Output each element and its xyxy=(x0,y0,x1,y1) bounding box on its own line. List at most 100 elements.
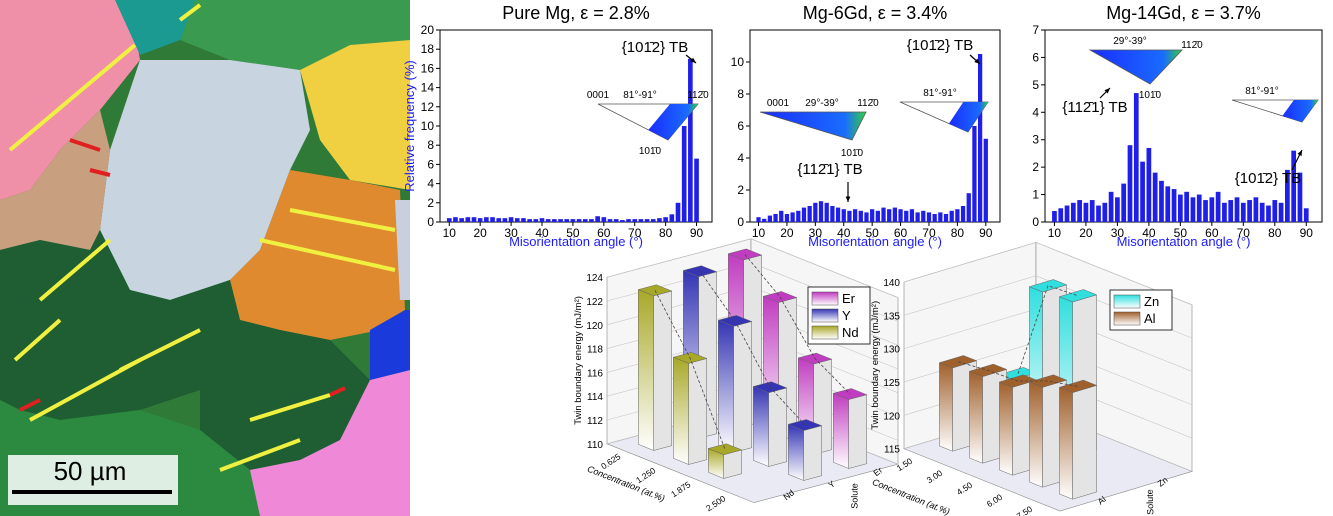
annotation: {101̄2} TB xyxy=(907,37,973,54)
inset-label: 29°-39° xyxy=(1113,36,1147,47)
inset-label: 101̄0 xyxy=(1139,90,1162,101)
bar xyxy=(847,210,852,222)
legend-label: Nd xyxy=(842,325,859,340)
y-tick-label: 116 xyxy=(587,368,603,379)
x-axis-label: Misorientation angle (°) xyxy=(808,234,942,249)
y-tick-label: 118 xyxy=(587,345,603,356)
y-tick-label: 2 xyxy=(427,196,434,210)
grid-line xyxy=(903,242,1193,306)
y-tick-label: 16 xyxy=(421,61,435,75)
bar xyxy=(966,193,971,222)
trend-line xyxy=(744,254,851,395)
bar xyxy=(1102,202,1108,222)
bar xyxy=(644,219,650,222)
inset-label: 0001 xyxy=(767,98,790,109)
x-tick-label: 20 xyxy=(1079,226,1093,240)
bar xyxy=(898,209,903,222)
y-tick-label: 0 xyxy=(737,215,744,229)
x-axis-label: Misorientation angle (°) xyxy=(1117,234,1251,249)
y-tick-label: 2 xyxy=(1032,160,1039,174)
bar xyxy=(717,315,753,453)
x-tick-label: 50 xyxy=(1174,226,1188,240)
bar-side xyxy=(803,425,822,481)
inset-label: 81°-91° xyxy=(623,90,657,101)
bar xyxy=(657,218,662,222)
y-tick-label: 6 xyxy=(737,119,744,133)
bar xyxy=(767,215,773,222)
arrow-head xyxy=(845,196,851,202)
bar xyxy=(595,216,600,222)
y-tick-label: 5 xyxy=(1032,78,1039,92)
legend-swatch xyxy=(811,291,839,306)
inset-label: 112̄0 xyxy=(1181,40,1203,51)
legend-label: Y xyxy=(842,308,851,323)
y-tick-label: 124 xyxy=(586,273,603,284)
bar xyxy=(875,210,880,222)
y-tick-label: 114 xyxy=(587,392,603,403)
bar-top xyxy=(1058,289,1098,303)
bar xyxy=(1272,200,1278,222)
bar xyxy=(1115,197,1120,222)
bar xyxy=(1165,186,1171,222)
bar xyxy=(790,212,795,222)
bar xyxy=(637,284,673,451)
trend-line xyxy=(1017,285,1079,374)
bar xyxy=(1303,208,1309,222)
x-tick-label: 50 xyxy=(566,226,580,240)
inset-fill xyxy=(948,102,988,132)
bar xyxy=(1152,172,1158,222)
bar xyxy=(1203,200,1208,222)
bar xyxy=(453,217,458,222)
x-tick-label: 10 xyxy=(443,226,457,240)
x-tick-label: 30 xyxy=(809,226,823,240)
bar xyxy=(915,212,920,222)
bar xyxy=(688,58,693,222)
x-tick-label: 6.00 xyxy=(985,492,1005,510)
bar xyxy=(1228,200,1234,222)
bar xyxy=(960,206,966,222)
bar xyxy=(694,158,699,222)
bar xyxy=(1077,200,1082,222)
y-axis-label: Relative frequency (%) xyxy=(402,60,417,192)
bar xyxy=(773,214,778,222)
y-axis-label: Twin boundary energy (mJ/m²) xyxy=(573,296,584,425)
y-tick-label: 12 xyxy=(421,100,435,114)
bar xyxy=(852,209,858,222)
bar-front xyxy=(1029,381,1043,488)
y-tick-label: 0 xyxy=(1032,215,1039,229)
bar xyxy=(1108,191,1114,222)
bar xyxy=(1184,191,1190,222)
bar xyxy=(1070,202,1076,222)
bar-top xyxy=(1058,379,1098,393)
bar xyxy=(601,217,607,222)
bar xyxy=(496,218,502,222)
bar xyxy=(784,214,790,222)
bar xyxy=(858,210,863,222)
bar xyxy=(1196,194,1202,222)
bar xyxy=(796,210,801,222)
bar xyxy=(813,202,818,222)
bar xyxy=(527,219,532,222)
bar xyxy=(564,219,570,222)
bar xyxy=(521,218,526,222)
annotation: {112̄1} TB xyxy=(1062,99,1127,116)
bar xyxy=(1177,194,1183,222)
y-tick-label: 10 xyxy=(731,55,745,69)
x-tick-label: 7.50 xyxy=(1015,504,1035,516)
inset-sector xyxy=(1088,49,1183,85)
bar xyxy=(1222,202,1227,222)
bar xyxy=(752,381,788,467)
y-tick-label: 1 xyxy=(1032,188,1039,202)
bar xyxy=(1127,145,1133,222)
y-tick-label: 125 xyxy=(883,378,900,389)
y-tick-label: 20 xyxy=(421,23,435,37)
legend-label: Al xyxy=(1144,311,1156,326)
bar xyxy=(977,54,983,222)
bar-front xyxy=(833,392,849,469)
bar xyxy=(818,201,824,222)
bar xyxy=(589,219,594,222)
bar xyxy=(909,209,915,222)
inset-label: 101̄0 xyxy=(639,146,662,157)
bar xyxy=(830,206,835,222)
